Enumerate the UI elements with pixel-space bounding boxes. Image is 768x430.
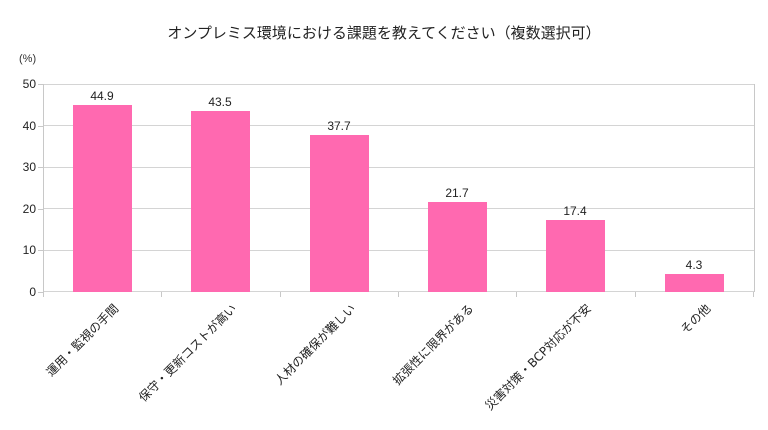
x-category-label: 人材の確保が難しい [271,301,358,388]
gridline [44,208,754,209]
y-tick-label: 30 [22,160,36,174]
bar [73,105,132,292]
bar-value-label: 44.9 [90,89,114,104]
bar [546,219,605,292]
x-tick-mark [43,292,44,297]
y-tick-label: 20 [22,202,36,216]
gridline [44,125,754,126]
y-tick-mark [38,167,43,168]
gridline [44,167,754,168]
bar [191,111,250,292]
x-axis-line [44,291,754,292]
y-tick-mark [38,292,43,293]
x-category-label: 拡張性に限界がある [390,301,477,388]
gridline [44,250,754,251]
bar [310,135,369,292]
x-tick-mark [161,292,162,297]
x-tick-mark [753,292,754,297]
y-tick-label: 10 [22,243,36,257]
bar-value-label: 17.4 [563,203,587,218]
bar-value-label: 37.7 [327,119,351,134]
x-category-label: 災害対策・BCP対応が不安 [482,301,595,413]
bar-value-label: 43.5 [208,95,232,110]
gridline [44,84,754,85]
y-axis-unit-label: (%) [19,53,37,65]
y-tick-mark [38,250,43,251]
x-category-label: 保守・更新コストが高い [136,301,240,405]
chart-title: オンプレミス環境における課題を教えてください（複数選択可） [167,24,601,42]
x-category-label: 運用・監視の手間 [43,301,122,380]
y-tick-mark [38,126,43,127]
bar [428,201,487,292]
x-tick-mark [398,292,399,297]
bar-value-label: 21.7 [445,185,469,200]
bar-value-label: 4.3 [685,258,703,273]
y-tick-mark [38,209,43,210]
x-tick-mark [516,292,517,297]
x-tick-mark [280,292,281,297]
x-tick-mark [635,292,636,297]
y-tick-label: 40 [22,119,36,133]
y-tick-label: 0 [29,285,36,299]
plot-area [43,84,755,292]
bar [665,274,724,292]
y-tick-mark [38,84,43,85]
x-category-label: その他 [677,301,713,337]
y-tick-label: 50 [22,77,36,91]
